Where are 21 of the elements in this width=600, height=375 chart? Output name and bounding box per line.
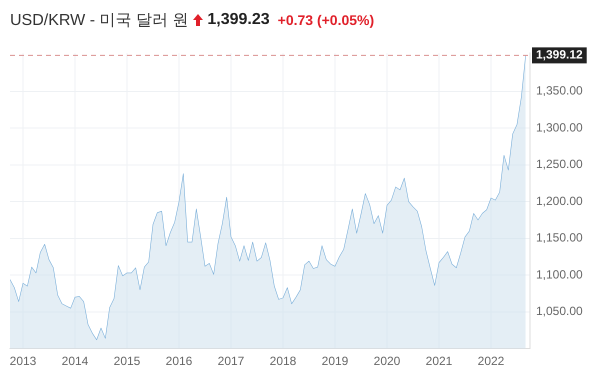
x-tick-label: 2017 xyxy=(218,354,245,368)
x-tick-label: 2013 xyxy=(10,354,37,368)
y-tick-label: 1,350.00 xyxy=(536,84,584,98)
y-tick-label: 1,150.00 xyxy=(536,230,584,245)
x-tick-label: 2016 xyxy=(166,354,193,368)
y-tick-label: 1,050.00 xyxy=(536,304,584,318)
x-tick-label: 2018 xyxy=(270,354,297,368)
chart-title: USD/KRW - 미국 달러 원 xyxy=(10,10,188,30)
ref-line-label: 1,399.12 xyxy=(536,48,584,62)
text: 1,399.23 xyxy=(207,11,270,29)
y-tick-label: 1,300.00 xyxy=(536,120,584,134)
x-tick-label: 2022 xyxy=(478,354,505,368)
x-tick-label: 2021 xyxy=(426,354,453,368)
x-tick-label: 2019 xyxy=(322,354,349,368)
y-tick-label: 1,250.00 xyxy=(536,157,584,172)
x-tick-label: 2015 xyxy=(114,354,141,368)
x-tick-label: 2020 xyxy=(374,354,401,368)
text: +0.73 (+0.05%) xyxy=(278,12,374,28)
x-tick-label: 2014 xyxy=(62,354,89,368)
y-tick-label: 1,200.00 xyxy=(536,194,584,208)
y-tick-label: 1,100.00 xyxy=(536,267,584,282)
